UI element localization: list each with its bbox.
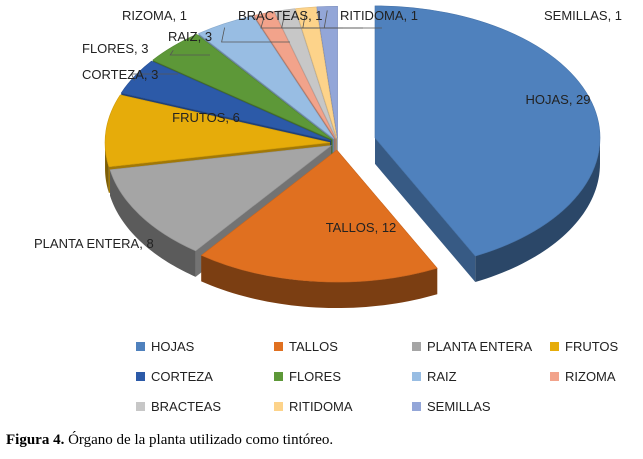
leader-line-semillas [323, 10, 382, 29]
legend-item-raiz: RAIZ [412, 365, 550, 387]
slice-semillas [316, 5, 338, 139]
legend-swatch [412, 341, 421, 351]
slice-corteza [120, 60, 332, 141]
legend-label: RITIDOMA [289, 398, 353, 414]
slice-ritidoma [295, 6, 338, 139]
data-label-planta-entera: PLANTA ENTERA, 8 [34, 236, 154, 251]
legend-item-corteza: CORTEZA [136, 365, 274, 387]
figure-caption: Figura 4. Órgano de la planta utilizado … [6, 432, 333, 449]
slice-side-planta-entera [110, 169, 196, 277]
slice-flores [152, 33, 333, 140]
leader-line-corteza [130, 73, 178, 81]
slice-raiz [197, 15, 335, 140]
data-label-corteza: CORTEZA, 3 [82, 67, 158, 82]
data-label-flores: FLORES, 3 [82, 41, 148, 56]
legend-swatch [274, 341, 283, 351]
slice-wall-hojas-1 [374, 137, 476, 283]
legend-swatch [136, 371, 145, 381]
legend-label: CORTEZA [151, 368, 213, 384]
slice-rizoma [253, 11, 336, 139]
slice-tallos [200, 149, 438, 283]
slice-tops [104, 5, 601, 283]
legend-label: HOJAS [151, 338, 195, 354]
legend-label: TALLOS [289, 338, 338, 354]
slice-hojas [374, 5, 601, 257]
legend-item-tallos: TALLOS [274, 335, 412, 357]
chart-legend: HOJAS TALLOS PLANTA ENTERA FRUTOS CORTEZA FLO… [136, 335, 636, 417]
legend-label: RIZOMA [565, 368, 616, 384]
leader-line-flores [169, 50, 210, 56]
caption-text: Órgano de la planta utilizado como tintó… [68, 432, 334, 448]
legend-label: RAIZ [427, 368, 457, 384]
legend-item-flores: FLORES [274, 365, 412, 387]
legend-item-bracteas: BRACTEAS [136, 395, 274, 417]
legend-item-semillas: SEMILLAS [412, 395, 550, 417]
legend-label: PLANTA ENTERA [427, 338, 533, 354]
slice-planta-entera [109, 145, 333, 252]
legend-item-hojas: HOJAS [136, 335, 274, 357]
legend-swatch [274, 371, 283, 381]
legend-swatch [136, 401, 145, 411]
slice-bracteas [274, 8, 337, 139]
legend-swatch [550, 341, 559, 351]
legend-label: FRUTOS [565, 338, 619, 354]
pie-chart: HOJAS, 29 TALLOS, 12 PLANTA ENTERA, 8 FRUTO… [34, 5, 622, 309]
legend-swatch [274, 401, 283, 411]
data-label-bracteas: BRACTEAS, 1 [238, 8, 323, 23]
legend-item-frutos: FRUTOS [550, 335, 643, 357]
legend-label: SEMILLAS [427, 398, 491, 414]
slice-side-hojas [475, 137, 600, 283]
legend-swatch [550, 371, 559, 381]
legend-swatch [412, 371, 421, 381]
legend-item-planta-entera: PLANTA ENTERA [412, 335, 550, 357]
data-label-tallos: TALLOS, 12 [326, 220, 397, 235]
legend-label: BRACTEAS [151, 398, 222, 414]
data-label-raiz: RAIZ, 3 [168, 29, 212, 44]
leader-line-raiz [221, 27, 290, 43]
legend-label: FLORES [289, 368, 342, 384]
data-labels: HOJAS, 29 TALLOS, 12 PLANTA ENTERA, 8 FRUTO… [34, 8, 622, 251]
data-label-hojas: HOJAS, 29 [525, 92, 590, 107]
legend-swatch [412, 401, 421, 411]
data-label-ritidoma: RITIDOMA, 1 [340, 8, 418, 23]
legend-swatch [136, 341, 145, 351]
data-label-frutos: FRUTOS, 6 [172, 110, 240, 125]
caption-label: Figura 4. [6, 432, 65, 448]
slice-frutos [104, 94, 331, 168]
legend-item-rizoma: RIZOMA [550, 365, 643, 387]
data-label-rizoma: RIZOMA, 1 [122, 8, 187, 23]
data-label-semillas: SEMILLAS, 1 [544, 8, 622, 23]
legend-item-ritidoma: RITIDOMA [274, 395, 412, 417]
leader-lines [130, 10, 382, 81]
